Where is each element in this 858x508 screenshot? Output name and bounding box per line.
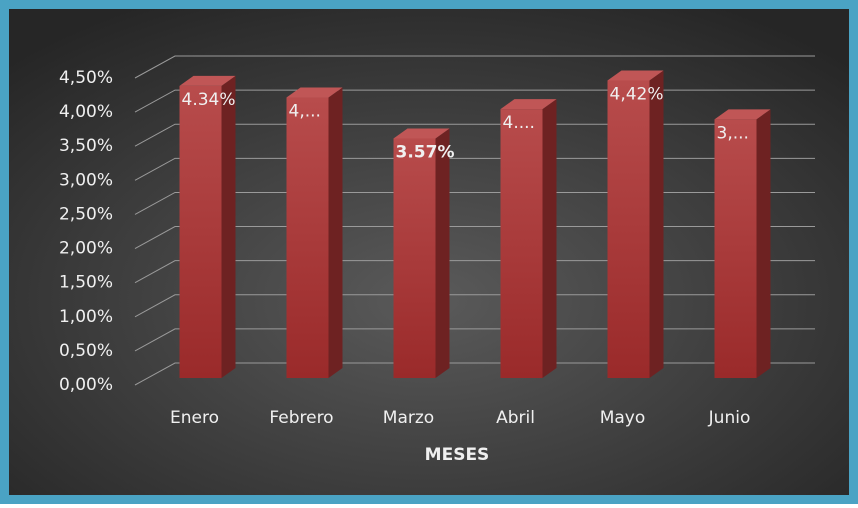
y-tick-label: 3,50% <box>59 136 113 156</box>
y-tick-label: 1,50% <box>59 273 113 293</box>
x-tick-label: Junio <box>708 408 751 428</box>
bar-side <box>756 109 771 378</box>
data-label: 3,... <box>717 123 749 143</box>
y-tick-label: 0,50% <box>59 341 113 361</box>
grid-line <box>134 260 815 284</box>
bar-top <box>179 75 236 86</box>
bar-side <box>542 99 557 378</box>
bar <box>607 80 650 379</box>
data-label: 4,... <box>289 102 321 122</box>
grid-line <box>134 55 815 79</box>
y-tick-label: 4,00% <box>59 102 113 122</box>
data-label: 4.... <box>503 113 535 133</box>
x-tick-label: Abril <box>496 408 535 428</box>
grid-line <box>134 123 815 147</box>
grid-line <box>134 191 815 215</box>
grid-line <box>134 226 815 249</box>
bar-top <box>607 70 664 81</box>
x-tick-label: Enero <box>170 408 219 428</box>
bar-side <box>649 70 664 379</box>
x-tick-label: Febrero <box>269 408 333 428</box>
data-label: 4,42% <box>610 84 664 104</box>
x-axis-title: MESES <box>425 445 490 465</box>
bar-top <box>500 99 557 110</box>
bar <box>286 97 329 378</box>
y-tick-label: 2,00% <box>59 239 113 259</box>
y-tick-label: 4,50% <box>59 68 113 88</box>
data-label: 3.57% <box>396 142 455 162</box>
bar-top <box>393 128 450 139</box>
bar-top <box>286 87 343 98</box>
bar <box>179 85 222 378</box>
bar-side <box>221 75 236 378</box>
bar <box>500 109 543 378</box>
y-tick-label: 1,00% <box>59 307 113 327</box>
y-tick-label: 3,00% <box>59 170 113 190</box>
y-tick-label: 0,00% <box>59 375 113 395</box>
grid-line <box>134 294 815 318</box>
x-tick-label: Marzo <box>383 408 434 428</box>
grid-line <box>134 328 815 352</box>
x-tick-label: Mayo <box>600 408 646 428</box>
bar <box>714 119 757 378</box>
data-label: 4.34% <box>182 90 236 110</box>
bar-top <box>714 109 771 120</box>
grid-line <box>134 89 815 113</box>
grid-line <box>134 362 815 386</box>
bar-side <box>435 128 450 378</box>
y-tick-label: 2,50% <box>59 204 113 224</box>
bar-side <box>328 87 343 378</box>
bar <box>393 138 436 378</box>
grid-line <box>134 157 815 181</box>
